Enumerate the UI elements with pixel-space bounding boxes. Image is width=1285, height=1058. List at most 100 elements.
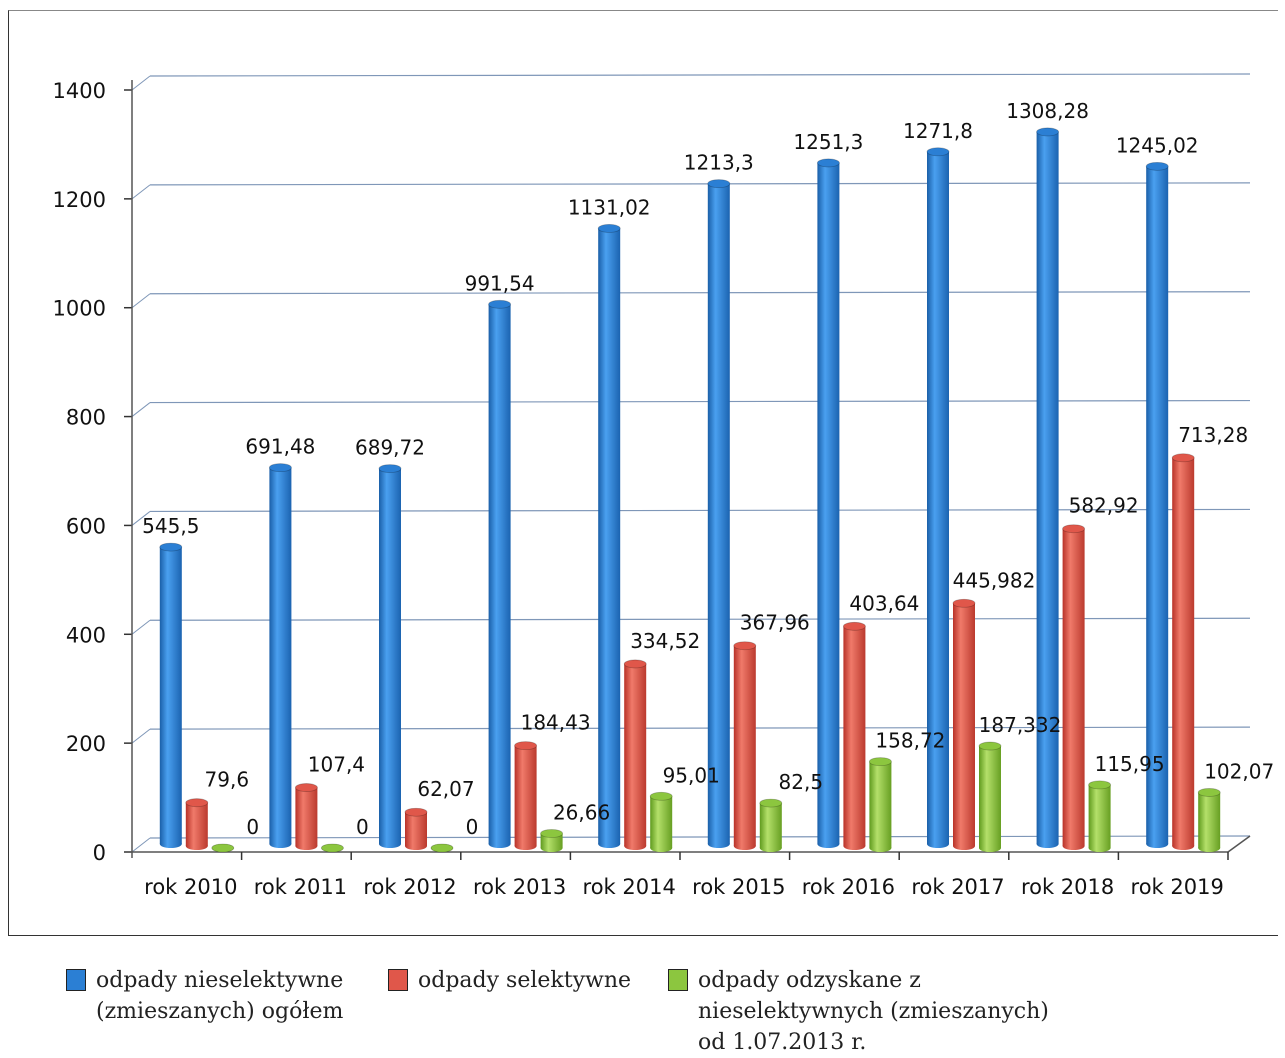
data-label-1-2: 62,07: [417, 777, 474, 801]
bar-2-5: [759, 803, 782, 848]
bar-top-1-9: [1171, 453, 1195, 463]
bar-1-1: [295, 787, 318, 846]
data-label-0-6: 1251,3: [793, 130, 863, 154]
bar-chart: 0 200 400 600 800 1000 1200 1400 rok 2010 545,5 79…: [53, 73, 1274, 899]
gridline: [149, 182, 1251, 186]
bar-1-2: [405, 812, 427, 846]
data-label-1-5: 367,96: [740, 611, 810, 635]
bar-1-4: [624, 663, 647, 846]
bar-top-2-9: [1197, 788, 1221, 797]
bar-base-1-9: [1172, 842, 1195, 850]
legend-swatch: [668, 969, 688, 991]
bar-0-9: [1146, 166, 1169, 844]
data-label-0-8: 1308,28: [1006, 99, 1089, 123]
bar-2-8: [1088, 784, 1111, 848]
gridline-depth: [131, 511, 151, 526]
gridline-depth: [131, 728, 151, 744]
data-label-2-8: 115,95: [1095, 752, 1165, 776]
gridlines: [131, 73, 1251, 853]
gridline: [149, 399, 1251, 404]
data-label-0-5: 1213,3: [684, 151, 754, 175]
x-tick-label: rok 2013: [473, 875, 566, 899]
bar-2-4: [650, 796, 673, 848]
bar-1-6: [843, 626, 866, 846]
gridline-depth: [131, 837, 151, 853]
gridline-depth: [131, 75, 151, 91]
x-tick-label: rok 2015: [692, 875, 785, 899]
data-label-1-4: 334,52: [630, 629, 700, 653]
bar-top-0-8: [1036, 127, 1059, 137]
bar-top-0-4: [597, 224, 621, 233]
bar-base-0-5: [707, 840, 730, 848]
legend-item: odpady selektywne: [388, 965, 631, 996]
y-tick-label: 200: [66, 732, 106, 756]
data-label-0-9: 1245,02: [1116, 133, 1199, 157]
data-label-1-0: 79,6: [205, 768, 250, 792]
bar-top-0-1: [268, 463, 292, 473]
bar-2-6: [869, 761, 892, 848]
bar-top-2-2: [430, 843, 454, 853]
bar-top-2-4: [649, 791, 673, 801]
bar-top-2-0: [211, 843, 235, 853]
bar-base-1-7: [953, 842, 975, 850]
gridline: [149, 508, 1251, 513]
bar-base-0-9: [1146, 840, 1169, 848]
gridline: [149, 291, 1251, 295]
data-label-0-1: 691,48: [245, 435, 315, 459]
bar-base-2-7: [979, 844, 1001, 852]
data-label-2-6: 158,72: [875, 729, 945, 753]
data-label-2-1: 0: [356, 815, 369, 839]
bar-base-1-6: [843, 842, 866, 850]
bar-base-1-3: [514, 842, 537, 850]
bar-1-9: [1172, 457, 1195, 846]
bar-base-0-1: [269, 840, 292, 848]
bar-top-0-6: [817, 158, 840, 168]
bar-base-1-1: [295, 842, 318, 850]
bar-0-3: [488, 304, 511, 844]
axes: [124, 80, 1251, 860]
y-tick-label: 600: [66, 514, 106, 538]
data-label-2-2: 0: [466, 815, 479, 839]
bar-base-2-6: [869, 844, 892, 852]
gridline-depth: [131, 619, 151, 635]
bar-1-5: [733, 645, 756, 846]
bar-base-0-8: [1036, 840, 1059, 848]
bar-top-1-8: [1062, 524, 1085, 534]
legend-label: odpady selektywne: [418, 968, 632, 993]
data-label-1-1: 107,4: [308, 753, 365, 777]
bar-top-1-0: [185, 798, 209, 808]
bar-base-0-4: [598, 840, 621, 848]
bar-base-0-0: [159, 840, 182, 848]
bar-0-8: [1036, 131, 1059, 845]
bar-1-0: [185, 802, 208, 846]
bar-2-9: [1198, 792, 1221, 848]
y-tick-label: 800: [66, 406, 106, 430]
legend-item: odpady nieselektywne (zmieszanych) ogółe…: [66, 965, 343, 1027]
bar-top-1-7: [952, 598, 976, 608]
x-tick-label: rok 2011: [254, 875, 347, 899]
bar-top-2-7: [978, 741, 1002, 751]
data-label-0-7: 1271,8: [903, 119, 973, 143]
data-label-0-2: 689,72: [355, 436, 425, 460]
legend: odpady nieselektywne (zmieszanych) ogółe…: [0, 955, 1285, 1055]
bar-base-2-4: [650, 844, 673, 852]
data-label-1-6: 403,64: [849, 591, 919, 615]
legend-label: odpady nieselektywne (zmieszanych) ogółe…: [96, 968, 344, 1024]
bar-base-0-3: [488, 840, 511, 848]
data-label-2-5: 82,5: [779, 770, 824, 794]
x-tick-label: rok 2014: [583, 875, 676, 899]
bar-0-4: [598, 228, 621, 844]
bar-base-2-3: [540, 844, 563, 852]
bar-top-1-4: [623, 659, 647, 669]
bar-base-2-9: [1198, 844, 1221, 852]
gridline-depth: [131, 293, 151, 309]
x-tick-label: rok 2017: [911, 875, 1004, 899]
bar-top-1-1: [294, 783, 318, 792]
data-label-2-0: 0: [246, 815, 259, 839]
legend-label: odpady odzyskane z nieselektywnych (zmie…: [698, 968, 1049, 1055]
bar-1-3: [514, 745, 537, 846]
bar-1-7: [953, 603, 975, 846]
bar-base-2-8: [1088, 844, 1111, 852]
bar-top-0-2: [378, 464, 402, 473]
bar-0-7: [927, 151, 949, 844]
